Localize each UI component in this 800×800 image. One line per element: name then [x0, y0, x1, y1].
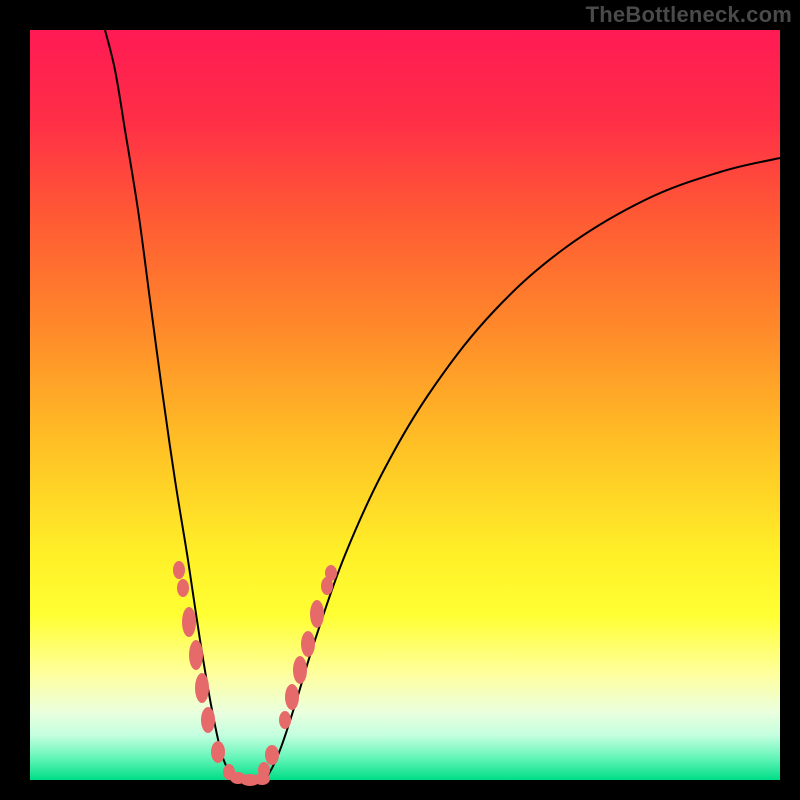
data-marker [182, 607, 196, 637]
data-marker [254, 773, 270, 785]
data-marker [310, 600, 324, 628]
data-marker [285, 684, 299, 710]
plot-area [30, 30, 780, 780]
watermark-text: TheBottleneck.com [586, 2, 792, 28]
data-marker [265, 745, 279, 765]
data-marker [293, 656, 307, 684]
bottleneck-chart [0, 0, 800, 800]
data-marker [325, 565, 337, 581]
chart-container: TheBottleneck.com [0, 0, 800, 800]
data-marker [173, 561, 185, 579]
data-marker [211, 741, 225, 763]
data-marker [195, 673, 209, 703]
data-marker [301, 631, 315, 657]
data-marker [177, 579, 189, 597]
data-marker [189, 640, 203, 670]
data-marker [201, 707, 215, 733]
data-marker [279, 711, 291, 729]
